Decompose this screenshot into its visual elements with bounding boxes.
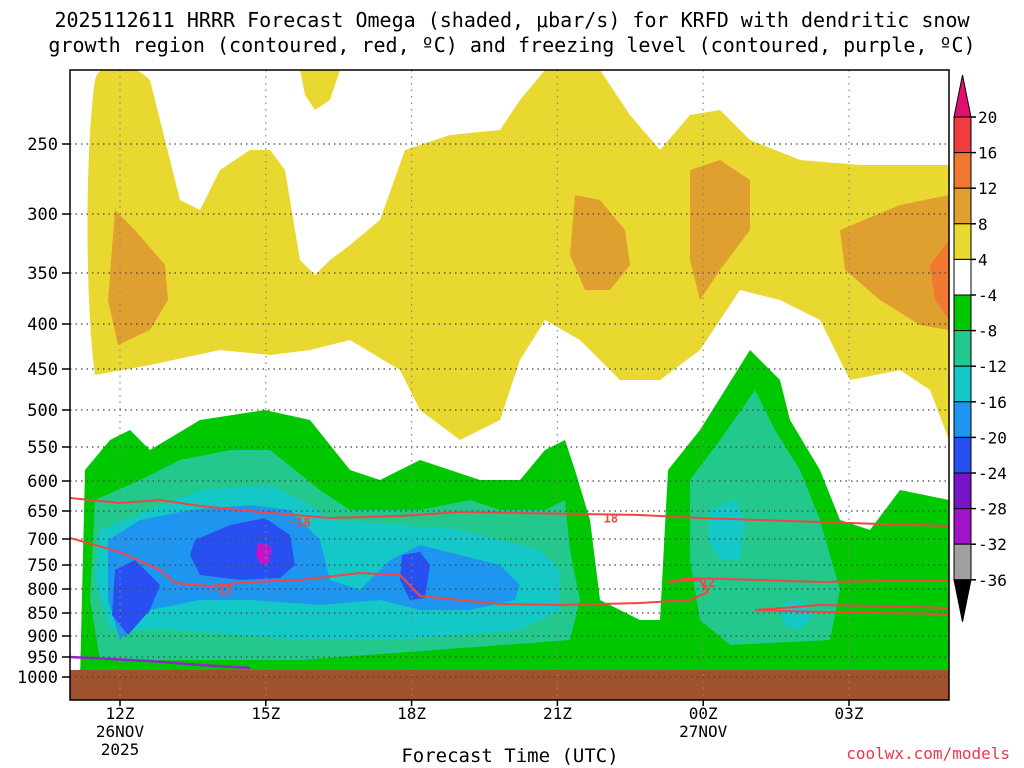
colorbar-segment [953,187,972,225]
omega-band-orange [690,160,750,300]
x-tick-label: 12Z [106,704,135,723]
colorbar-segment [953,543,972,581]
y-tick-label: 1000 [17,668,58,688]
x-tick-label: 00Z [689,704,718,723]
y-tick-label: 500 [27,401,58,421]
contour-label: -8 [259,544,273,558]
ground [70,670,949,700]
dendritic-contour-minus12 [70,537,949,607]
x-tick-year: 2025 [101,740,140,759]
colorbar-label: -20 [978,428,1007,447]
omega-band-blue [112,560,160,635]
contour-label: -18 [289,515,311,529]
y-tick-label: 450 [27,360,58,380]
y-tick-label: 900 [27,627,58,647]
colorbar: 20 16 12 8 4 -4 -8 -12 -16 -20 -24 -28 -32 -36 [953,74,1007,622]
x-tick-label: 15Z [251,704,280,723]
plot-frame [69,69,950,701]
contour-labels: -18 18 -12 12 -8 [211,511,715,597]
x-tick-label: 18Z [397,704,426,723]
dendritic-contour-minus18 [70,497,949,527]
dendritic-contour-lower [754,603,949,615]
y-tick-label: 850 [27,604,58,624]
colorbar-label: 16 [978,144,997,163]
y-tick-label: 750 [27,556,58,576]
y-tick-label: 700 [27,530,58,550]
title-line-2: growth region (contoured, red, ºC) and f… [48,33,976,57]
x-axis-label: Forecast Time (UTC) [401,745,619,767]
colorbar-top-arrow [953,74,972,118]
site-credit[interactable]: coolwx.com/models [846,744,1010,763]
y-tick-label: 600 [27,472,58,492]
contour-label: -12 [211,583,233,597]
contours [70,497,949,670]
y-tick-label: 950 [27,648,58,668]
y-tick-label: 650 [27,502,58,522]
y-tick-label: 350 [27,264,58,284]
colorbar-label: 12 [978,179,997,198]
x-tick-date: 27NOV [679,722,728,741]
colorbar-label: -36 [978,571,1007,590]
omega-band-cyan [708,500,745,560]
y-tick-label: 550 [27,438,58,458]
colorbar-label: -16 [978,393,1007,412]
y-axis: 250 300 350 400 450 500 550 600 650 700 750 800 850 9… [17,135,70,688]
x-tick-label: 21Z [543,704,572,723]
colorbar-label: -4 [978,286,997,305]
omega-band-orange [108,210,168,345]
colorbar-segment [953,330,972,367]
contour-label: 12 [701,576,715,590]
colorbar-label: 4 [978,250,988,269]
colorbar-label: 20 [978,108,997,127]
title-line-1: 2025112611 HRRR Forecast Omega (shaded, … [54,8,970,32]
colorbar-segment [953,401,972,438]
omega-shading [70,70,949,700]
colorbar-segment [953,436,972,474]
chart-title: 2025112611 HRRR Forecast Omega (shaded, … [0,8,1024,58]
omega-band-red-orange [930,240,949,320]
colorbar-label: 8 [978,215,988,234]
omega-band-yellow [87,70,949,440]
colorbar-bottom-arrow [953,579,972,622]
colorbar-segment [953,223,972,260]
colorbar-segment [953,258,972,296]
freezing-level-contour [70,655,251,670]
x-tick-label: 03Z [835,704,864,723]
colorbar-segment [953,116,972,154]
colorbar-label: -32 [978,535,1007,554]
colorbar-label: -28 [978,500,1007,519]
omega-band-orange [840,195,949,330]
colorbar-segment [953,365,972,403]
colorbar-segment [953,508,972,545]
y-tick-label: 300 [27,205,58,225]
grid [70,70,949,700]
omega-band-yellow-top [300,70,340,110]
colorbar-label: -8 [978,322,997,341]
x-tick-date: 26NOV [96,722,145,741]
contour-label: 18 [604,511,618,525]
colorbar-label: -24 [978,464,1007,483]
y-tick-label: 400 [27,315,58,335]
omega-band-purple [256,543,270,565]
y-tick-label: 800 [27,580,58,600]
y-tick-label: 250 [27,135,58,155]
colorbar-segment [953,472,972,510]
colorbar-label: -12 [978,357,1007,376]
omega-band-blue [400,552,430,600]
colorbar-segment [953,294,972,332]
omega-band-orange [570,195,630,290]
colorbar-segment [953,152,972,189]
